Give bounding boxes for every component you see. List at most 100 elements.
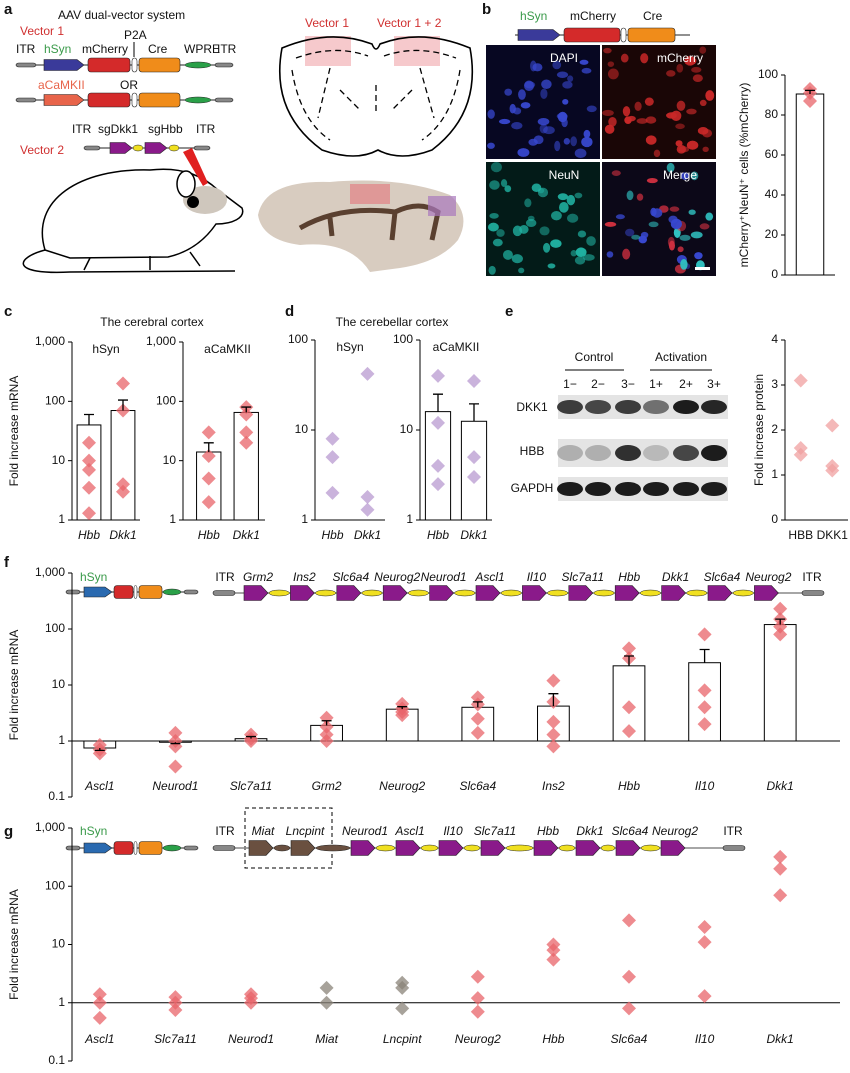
data-point: [622, 913, 636, 928]
x-tick-label: Hbb: [427, 528, 449, 542]
construct-arrow: [290, 840, 316, 856]
data-point: [546, 673, 561, 688]
cell: [626, 190, 634, 201]
y-tick-label: 1: [406, 512, 413, 526]
data-point: [92, 1010, 107, 1025]
data-point: [622, 1001, 636, 1016]
x-tick-label: Neurog2: [455, 1032, 501, 1046]
cell: [692, 74, 703, 82]
construct-arrow: [382, 585, 408, 601]
y-tick-label: 10: [52, 677, 66, 691]
brain-label: Vector 1 + 2: [377, 16, 442, 30]
construct-arrow: [336, 585, 362, 601]
construct-arrow: [517, 29, 561, 41]
construct-oval: [273, 844, 291, 852]
construct-box: [65, 589, 81, 595]
cell: [562, 81, 573, 89]
construct-arrow: [83, 842, 113, 854]
y-tick-label: 80: [765, 107, 779, 121]
cell: [504, 88, 513, 96]
cell: [566, 194, 576, 206]
mouse-feet: [83, 251, 201, 271]
construct-box: [138, 585, 163, 599]
cell: [688, 209, 696, 215]
cell: [487, 109, 495, 119]
panel-label: g: [4, 823, 13, 840]
scale-bar: [695, 267, 710, 270]
y-tick-label: 100: [45, 621, 65, 635]
data-point: [467, 470, 481, 485]
construct-arrow: [429, 585, 455, 601]
channel-label: Merge: [663, 168, 697, 182]
itr-label: ITR: [802, 570, 822, 584]
y-tick-label: 1: [301, 512, 308, 526]
panel-label: e: [505, 303, 513, 320]
cell: [550, 239, 562, 248]
cell: [543, 242, 551, 253]
cell: [702, 146, 709, 153]
construct-box: [183, 845, 199, 851]
x-tick-label: Dkk1: [767, 779, 794, 793]
element-label: hSyn: [80, 570, 107, 584]
cell: [528, 138, 538, 146]
blot-band: [615, 482, 641, 496]
error-bar: [548, 693, 559, 707]
x-tick-label: Slc7a11: [230, 779, 272, 793]
cell: [574, 192, 583, 199]
y-tick-label: 100: [758, 67, 778, 81]
cell: [681, 172, 689, 180]
construct-arrow: [350, 840, 376, 856]
element-label: hSyn: [520, 9, 547, 23]
cell: [554, 140, 561, 152]
y-tick-label: 10: [295, 422, 309, 436]
cell: [492, 238, 503, 247]
construct-box: [131, 92, 138, 108]
x-tick-label: Dkk1: [767, 1032, 794, 1046]
element-label: P2A: [124, 28, 147, 42]
data-point: [92, 995, 107, 1010]
construct-box: [627, 27, 676, 43]
lane-label: 1−: [563, 377, 577, 391]
construct-box: [87, 92, 131, 108]
gene-label: Il10: [443, 824, 463, 838]
cell: [669, 206, 680, 212]
construct-oval: [184, 61, 212, 69]
error-bar: [469, 403, 479, 422]
construct-arrow: [614, 585, 640, 601]
cell: [653, 149, 661, 158]
construct-oval: [315, 589, 337, 597]
construct-oval: [361, 589, 383, 597]
cell: [583, 129, 591, 139]
cell: [574, 256, 586, 265]
cell: [625, 228, 635, 237]
y-tick-label: 20: [765, 227, 779, 241]
construct-box: [87, 57, 131, 73]
blot-band: [585, 445, 611, 461]
lane-label: 1+: [649, 377, 663, 391]
cell: [699, 223, 710, 230]
y-tick-label: 1,000: [146, 334, 176, 348]
data-point: [622, 641, 636, 656]
cell: [602, 109, 614, 117]
data-point: [697, 935, 712, 950]
cell: [541, 79, 552, 90]
data-point: [360, 490, 375, 505]
construct-oval: [162, 844, 182, 852]
cell: [676, 145, 686, 154]
x-tick-label: Il10: [695, 1032, 715, 1046]
data-point: [470, 991, 485, 1006]
cell: [646, 177, 658, 184]
channel-label: DAPI: [550, 51, 578, 65]
construct-arrow: [575, 840, 601, 856]
construct-oval: [686, 589, 708, 597]
element-label: ITR: [16, 42, 36, 56]
construct-box: [183, 589, 199, 595]
blot-row: DKK1: [516, 400, 548, 414]
x-tick-label: Neurod1: [152, 779, 198, 793]
data-point: [395, 1001, 410, 1016]
gene-label: Slc7a11: [474, 824, 516, 838]
blot-band: [557, 445, 583, 461]
cell: [607, 61, 615, 67]
cell: [608, 116, 617, 127]
y-tick-label: 4: [771, 332, 778, 346]
